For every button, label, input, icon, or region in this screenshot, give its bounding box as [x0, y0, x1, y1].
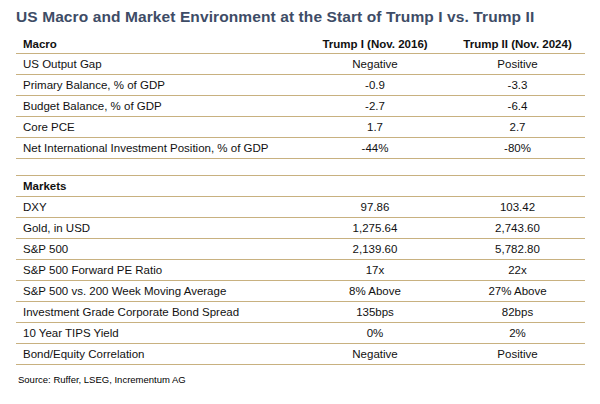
cell-trump2: 2,743.60 [450, 222, 585, 234]
cell-trump1: 97.86 [300, 201, 450, 213]
cell-trump1: -2.7 [300, 100, 450, 112]
table-row: Net International Investment Position, %… [16, 138, 585, 159]
table-row: Gold, in USD 1,275.64 2,743.60 [16, 218, 585, 239]
row-label: Investment Grade Corporate Bond Spread [16, 306, 300, 318]
cell-trump2: 5,782.80 [450, 243, 585, 255]
table-row: Primary Balance, % of GDP -0.9 -3.3 [16, 75, 585, 96]
cell-trump2: 2.7 [450, 121, 585, 133]
page-title: US Macro and Market Environment at the S… [16, 7, 585, 26]
table-row: S&P 500 vs. 200 Week Moving Average 8% A… [16, 281, 585, 302]
section-spacer [16, 159, 585, 175]
row-label: Budget Balance, % of GDP [16, 100, 300, 112]
cell-trump2: 103.42 [450, 201, 585, 213]
cell-trump2: 2% [450, 327, 585, 339]
row-label: 10 Year TIPS Yield [16, 327, 300, 339]
cell-trump1: 17x [300, 264, 450, 276]
row-label: Gold, in USD [16, 222, 300, 234]
cell-trump1: Negative [300, 348, 450, 360]
row-label: US Output Gap [16, 58, 300, 70]
table-row: Core PCE 1.7 2.7 [16, 117, 585, 138]
table-row: DXY 97.86 103.42 [16, 197, 585, 218]
table-header-row: Macro Trump I (Nov. 2016) Trump II (Nov.… [16, 33, 585, 54]
row-label: S&P 500 vs. 200 Week Moving Average [16, 285, 300, 297]
cell-trump2: -80% [450, 142, 585, 154]
table-row: Bond/Equity Correlation Negative Positiv… [16, 344, 585, 365]
cell-trump2: -3.3 [450, 79, 585, 91]
cell-trump2: 22x [450, 264, 585, 276]
cell-trump2: 82bps [450, 306, 585, 318]
row-label: Bond/Equity Correlation [16, 348, 300, 360]
cell-trump2: 27% Above [450, 285, 585, 297]
section-header-markets: Markets [16, 180, 300, 192]
cell-trump1: -44% [300, 142, 450, 154]
cell-trump1: -0.9 [300, 79, 450, 91]
cell-trump2: Positive [450, 348, 585, 360]
cell-trump1: 0% [300, 327, 450, 339]
cell-trump1: Negative [300, 58, 450, 70]
column-header-trump2: Trump II (Nov. 2024) [450, 38, 585, 50]
row-label: S&P 500 [16, 243, 300, 255]
column-header-trump1: Trump I (Nov. 2016) [300, 38, 450, 50]
table-row: S&P 500 2,139.60 5,782.80 [16, 239, 585, 260]
table-row: Investment Grade Corporate Bond Spread 1… [16, 302, 585, 323]
cell-trump1: 1.7 [300, 121, 450, 133]
section-header-macro: Macro [16, 38, 300, 50]
row-label: DXY [16, 201, 300, 213]
cell-trump1: 1,275.64 [300, 222, 450, 234]
row-label: Core PCE [16, 121, 300, 133]
cell-trump2: Positive [450, 58, 585, 70]
cell-trump1: 135bps [300, 306, 450, 318]
table-row: Budget Balance, % of GDP -2.7 -6.4 [16, 96, 585, 117]
row-label: S&P 500 Forward PE Ratio [16, 264, 300, 276]
report-figure: US Macro and Market Environment at the S… [0, 0, 600, 385]
source-note: Source: Ruffer, LSEG, Incrementum AG [16, 374, 585, 385]
table-row: US Output Gap Negative Positive [16, 54, 585, 75]
comparison-table: Macro Trump I (Nov. 2016) Trump II (Nov.… [16, 33, 585, 365]
cell-trump1: 8% Above [300, 285, 450, 297]
section-header-row: Markets [16, 175, 585, 197]
table-row: 10 Year TIPS Yield 0% 2% [16, 323, 585, 344]
cell-trump1: 2,139.60 [300, 243, 450, 255]
table-row: S&P 500 Forward PE Ratio 17x 22x [16, 260, 585, 281]
cell-trump2: -6.4 [450, 100, 585, 112]
row-label: Net International Investment Position, %… [16, 142, 300, 154]
row-label: Primary Balance, % of GDP [16, 79, 300, 91]
